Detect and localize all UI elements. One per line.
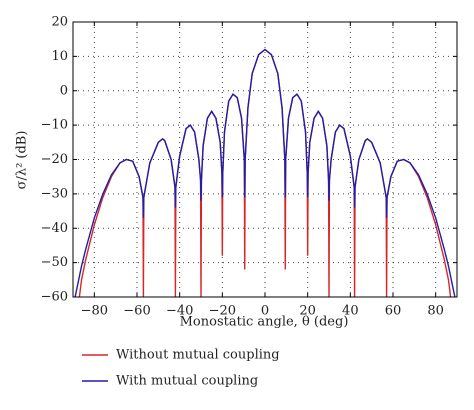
y-tick-label: −10 — [41, 118, 68, 133]
legend-label: With mutual coupling — [116, 374, 258, 389]
y-tick-label: −30 — [41, 186, 68, 201]
y-axis-label: σ/λ² (dB) — [15, 131, 30, 190]
data-line — [78, 48, 452, 297]
y-tick-label: −60 — [41, 290, 68, 305]
x-tick-label: 20 — [299, 304, 316, 319]
x-tick-label: −40 — [166, 304, 193, 319]
x-tick-label: 0 — [261, 304, 269, 319]
x-tick-label: −20 — [209, 304, 236, 319]
x-axis-label: Monostatic angle, θ (deg) — [180, 315, 349, 330]
x-tick-label: −60 — [123, 304, 150, 319]
y-tick-label: −50 — [41, 255, 68, 270]
y-tick-label: −40 — [41, 221, 68, 236]
x-tick-label: 80 — [427, 304, 444, 319]
x-tick-label: 60 — [385, 304, 402, 319]
y-tick-label: 0 — [60, 83, 68, 98]
data-line — [74, 48, 456, 297]
y-tick-label: 10 — [51, 49, 68, 64]
y-tick-label: 20 — [51, 15, 68, 30]
x-tick-label: −80 — [81, 304, 108, 319]
plot-frame — [72, 21, 458, 298]
y-tick-label: −20 — [41, 152, 68, 167]
legend-label: Without mutual coupling — [116, 348, 280, 363]
x-tick-label: 40 — [342, 304, 359, 319]
